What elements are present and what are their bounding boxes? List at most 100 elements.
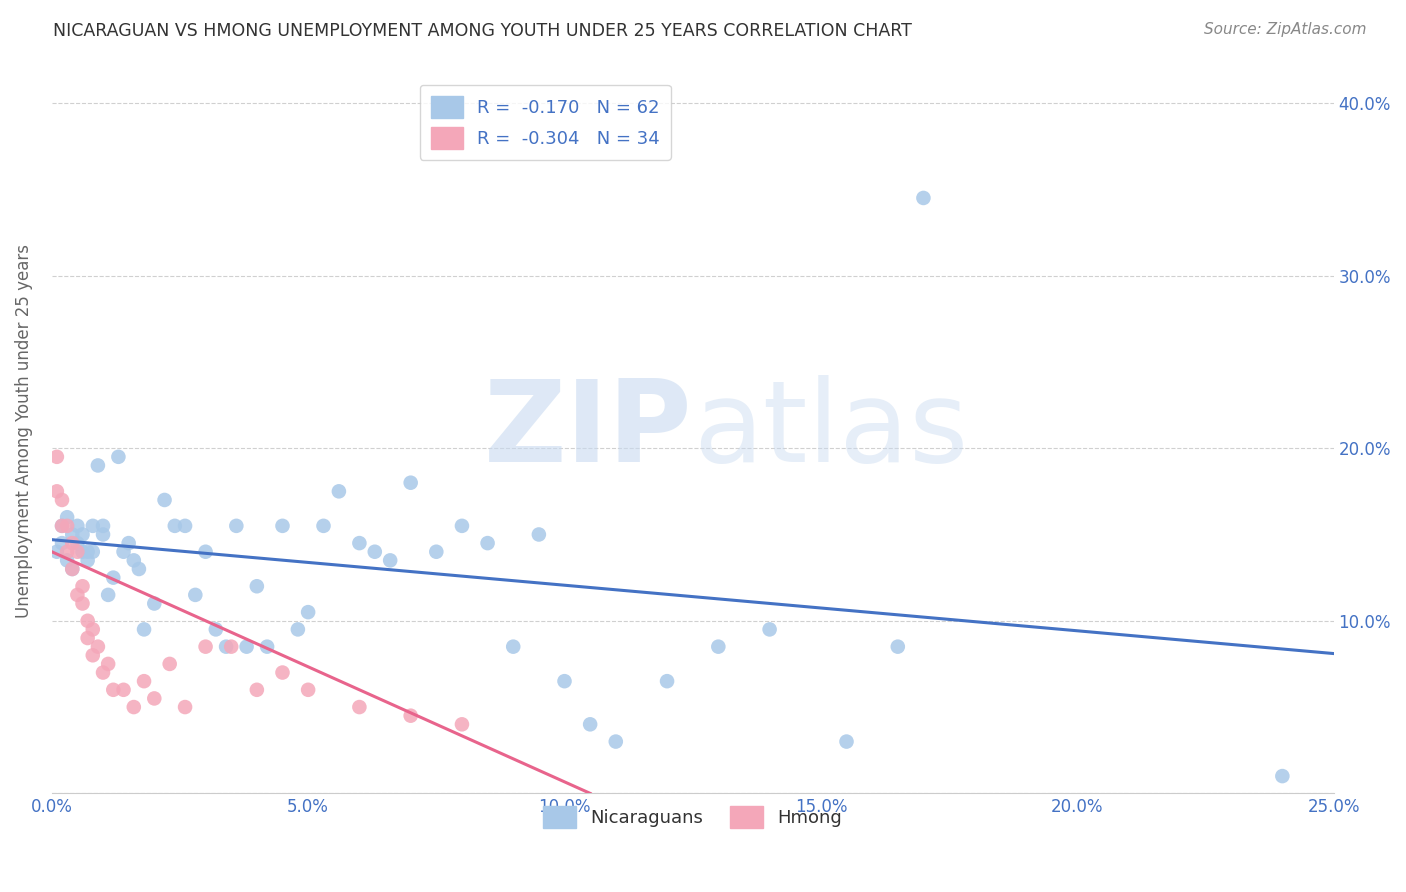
- Point: [527, 527, 550, 541]
- Text: NICARAGUAN VS HMONG UNEMPLOYMENT AMONG YOUTH UNDER 25 YEARS CORRELATION CHART: NICARAGUAN VS HMONG UNEMPLOYMENT AMONG Y…: [53, 22, 912, 40]
- Y-axis label: Unemployment Among Youth under 25 years: Unemployment Among Youth under 25 years: [15, 244, 32, 618]
- Point: [297, 605, 319, 619]
- Point: [215, 640, 238, 654]
- Point: [56, 510, 79, 524]
- Point: [76, 553, 98, 567]
- Point: [425, 545, 447, 559]
- Point: [66, 545, 89, 559]
- Point: [399, 475, 422, 490]
- Point: [97, 657, 120, 671]
- Point: [112, 545, 135, 559]
- Point: [87, 640, 110, 654]
- Point: [219, 640, 242, 654]
- Point: [51, 492, 73, 507]
- Point: [56, 519, 79, 533]
- Point: [399, 708, 422, 723]
- Point: [60, 562, 83, 576]
- Point: [380, 553, 402, 567]
- Point: [107, 450, 129, 464]
- Point: [235, 640, 257, 654]
- Point: [82, 623, 104, 637]
- Point: [76, 545, 98, 559]
- Point: [502, 640, 524, 654]
- Point: [72, 597, 94, 611]
- Point: [1271, 769, 1294, 783]
- Point: [287, 623, 309, 637]
- Point: [887, 640, 910, 654]
- Point: [246, 682, 269, 697]
- Point: [256, 640, 278, 654]
- Point: [66, 588, 89, 602]
- Point: [225, 519, 247, 533]
- Point: [312, 519, 335, 533]
- Point: [82, 519, 104, 533]
- Point: [758, 623, 780, 637]
- Point: [122, 700, 145, 714]
- Point: [451, 717, 474, 731]
- Point: [60, 536, 83, 550]
- Point: [112, 682, 135, 697]
- Point: [51, 536, 73, 550]
- Point: [103, 571, 125, 585]
- Point: [82, 648, 104, 663]
- Point: [60, 527, 83, 541]
- Point: [835, 734, 858, 748]
- Point: [45, 484, 67, 499]
- Point: [45, 545, 67, 559]
- Point: [163, 519, 186, 533]
- Point: [132, 623, 155, 637]
- Text: ZIP: ZIP: [484, 376, 693, 486]
- Point: [66, 536, 89, 550]
- Point: [122, 553, 145, 567]
- Point: [271, 519, 294, 533]
- Legend: Nicaraguans, Hmong: Nicaraguans, Hmong: [536, 798, 849, 835]
- Point: [51, 519, 73, 533]
- Point: [477, 536, 499, 550]
- Point: [143, 597, 166, 611]
- Point: [349, 536, 371, 550]
- Point: [153, 492, 176, 507]
- Point: [579, 717, 602, 731]
- Text: Source: ZipAtlas.com: Source: ZipAtlas.com: [1204, 22, 1367, 37]
- Point: [45, 450, 67, 464]
- Point: [159, 657, 181, 671]
- Point: [97, 588, 120, 602]
- Point: [72, 527, 94, 541]
- Point: [66, 519, 89, 533]
- Point: [297, 682, 319, 697]
- Text: atlas: atlas: [693, 376, 967, 486]
- Point: [349, 700, 371, 714]
- Point: [328, 484, 350, 499]
- Point: [91, 527, 114, 541]
- Point: [72, 579, 94, 593]
- Point: [364, 545, 387, 559]
- Point: [60, 562, 83, 576]
- Point: [82, 545, 104, 559]
- Point: [56, 553, 79, 567]
- Point: [184, 588, 207, 602]
- Point: [76, 631, 98, 645]
- Point: [103, 682, 125, 697]
- Point: [51, 519, 73, 533]
- Point: [118, 536, 141, 550]
- Point: [553, 674, 575, 689]
- Point: [707, 640, 730, 654]
- Point: [271, 665, 294, 680]
- Point: [912, 191, 935, 205]
- Point: [72, 545, 94, 559]
- Point: [451, 519, 474, 533]
- Point: [174, 519, 197, 533]
- Point: [143, 691, 166, 706]
- Point: [56, 545, 79, 559]
- Point: [205, 623, 228, 637]
- Point: [87, 458, 110, 473]
- Point: [174, 700, 197, 714]
- Point: [132, 674, 155, 689]
- Point: [605, 734, 627, 748]
- Point: [194, 640, 217, 654]
- Point: [76, 614, 98, 628]
- Point: [655, 674, 678, 689]
- Point: [128, 562, 150, 576]
- Point: [91, 519, 114, 533]
- Point: [194, 545, 217, 559]
